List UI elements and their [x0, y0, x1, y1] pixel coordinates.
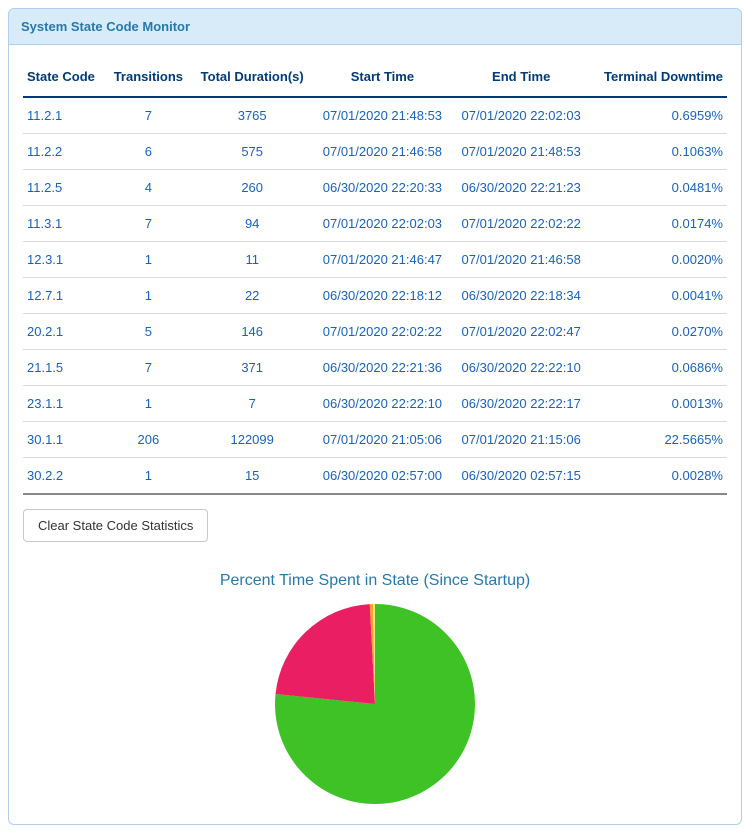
cell-transitions: 5: [105, 314, 191, 350]
cell-state_code: 12.7.1: [23, 278, 105, 314]
table-body: 11.2.17376507/01/2020 21:48:5307/01/2020…: [23, 97, 727, 494]
cell-state_code: 21.1.5: [23, 350, 105, 386]
cell-total_duration: 371: [191, 350, 313, 386]
table-row: 21.1.5737106/30/2020 22:21:3606/30/2020 …: [23, 350, 727, 386]
table-row: 11.2.17376507/01/2020 21:48:5307/01/2020…: [23, 97, 727, 134]
cell-transitions: 4: [105, 170, 191, 206]
cell-start_time: 07/01/2020 21:46:47: [313, 242, 452, 278]
cell-start_time: 07/01/2020 21:05:06: [313, 422, 452, 458]
cell-end_time: 07/01/2020 21:15:06: [452, 422, 591, 458]
cell-state_code: 30.2.2: [23, 458, 105, 495]
column-header-state_code[interactable]: State Code: [23, 59, 105, 97]
cell-transitions: 1: [105, 242, 191, 278]
pie-chart: [275, 604, 475, 804]
cell-total_duration: 122099: [191, 422, 313, 458]
cell-start_time: 06/30/2020 02:57:00: [313, 458, 452, 495]
panel-body: State CodeTransitionsTotal Duration(s)St…: [9, 45, 741, 824]
cell-transitions: 6: [105, 134, 191, 170]
cell-total_duration: 15: [191, 458, 313, 495]
cell-terminal_downtime: 0.0028%: [591, 458, 727, 495]
cell-terminal_downtime: 0.0481%: [591, 170, 727, 206]
cell-end_time: 06/30/2020 22:22:17: [452, 386, 591, 422]
cell-start_time: 06/30/2020 22:22:10: [313, 386, 452, 422]
cell-end_time: 06/30/2020 22:18:34: [452, 278, 591, 314]
table-row: 20.2.1514607/01/2020 22:02:2207/01/2020 …: [23, 314, 727, 350]
cell-end_time: 07/01/2020 22:02:03: [452, 97, 591, 134]
cell-transitions: 7: [105, 350, 191, 386]
table-header: State CodeTransitionsTotal Duration(s)St…: [23, 59, 727, 97]
cell-terminal_downtime: 0.0686%: [591, 350, 727, 386]
state-code-monitor-panel: System State Code Monitor State CodeTran…: [8, 8, 742, 825]
cell-start_time: 06/30/2020 22:20:33: [313, 170, 452, 206]
cell-total_duration: 11: [191, 242, 313, 278]
table-row: 12.3.111107/01/2020 21:46:4707/01/2020 2…: [23, 242, 727, 278]
cell-total_duration: 22: [191, 278, 313, 314]
cell-transitions: 1: [105, 458, 191, 495]
cell-end_time: 07/01/2020 22:02:22: [452, 206, 591, 242]
column-header-end_time[interactable]: End Time: [452, 59, 591, 97]
cell-state_code: 23.1.1: [23, 386, 105, 422]
table-row: 11.3.179407/01/2020 22:02:0307/01/2020 2…: [23, 206, 727, 242]
cell-state_code: 30.1.1: [23, 422, 105, 458]
cell-end_time: 07/01/2020 21:48:53: [452, 134, 591, 170]
cell-end_time: 06/30/2020 22:21:23: [452, 170, 591, 206]
cell-total_duration: 575: [191, 134, 313, 170]
pie-slice-30.1.1: [276, 604, 375, 704]
cell-transitions: 1: [105, 278, 191, 314]
cell-terminal_downtime: 0.6959%: [591, 97, 727, 134]
table-row: 30.2.211506/30/2020 02:57:0006/30/2020 0…: [23, 458, 727, 495]
state-code-table: State CodeTransitionsTotal Duration(s)St…: [23, 59, 727, 495]
cell-total_duration: 146: [191, 314, 313, 350]
table-row: 11.2.5426006/30/2020 22:20:3306/30/2020 …: [23, 170, 727, 206]
cell-terminal_downtime: 0.0174%: [591, 206, 727, 242]
cell-terminal_downtime: 0.0013%: [591, 386, 727, 422]
cell-terminal_downtime: 22.5665%: [591, 422, 727, 458]
cell-state_code: 11.2.5: [23, 170, 105, 206]
cell-end_time: 07/01/2020 22:02:47: [452, 314, 591, 350]
cell-start_time: 06/30/2020 22:21:36: [313, 350, 452, 386]
cell-terminal_downtime: 0.0270%: [591, 314, 727, 350]
cell-start_time: 07/01/2020 21:48:53: [313, 97, 452, 134]
cell-state_code: 12.3.1: [23, 242, 105, 278]
column-header-total_duration[interactable]: Total Duration(s): [191, 59, 313, 97]
cell-end_time: 06/30/2020 02:57:15: [452, 458, 591, 495]
cell-terminal_downtime: 0.0020%: [591, 242, 727, 278]
cell-start_time: 07/01/2020 21:46:58: [313, 134, 452, 170]
clear-statistics-button[interactable]: Clear State Code Statistics: [23, 509, 208, 542]
cell-state_code: 11.3.1: [23, 206, 105, 242]
cell-total_duration: 260: [191, 170, 313, 206]
cell-transitions: 7: [105, 97, 191, 134]
cell-end_time: 07/01/2020 21:46:58: [452, 242, 591, 278]
cell-transitions: 206: [105, 422, 191, 458]
cell-end_time: 06/30/2020 22:22:10: [452, 350, 591, 386]
cell-state_code: 11.2.1: [23, 97, 105, 134]
table-row: 12.7.112206/30/2020 22:18:1206/30/2020 2…: [23, 278, 727, 314]
cell-terminal_downtime: 0.0041%: [591, 278, 727, 314]
cell-total_duration: 3765: [191, 97, 313, 134]
cell-state_code: 11.2.2: [23, 134, 105, 170]
cell-start_time: 07/01/2020 22:02:22: [313, 314, 452, 350]
cell-transitions: 1: [105, 386, 191, 422]
table-row: 23.1.11706/30/2020 22:22:1006/30/2020 22…: [23, 386, 727, 422]
chart-title: Percent Time Spent in State (Since Start…: [23, 542, 727, 604]
cell-state_code: 20.2.1: [23, 314, 105, 350]
column-header-transitions[interactable]: Transitions: [105, 59, 191, 97]
column-header-start_time[interactable]: Start Time: [313, 59, 452, 97]
cell-total_duration: 94: [191, 206, 313, 242]
table-row: 11.2.2657507/01/2020 21:46:5807/01/2020 …: [23, 134, 727, 170]
cell-start_time: 07/01/2020 22:02:03: [313, 206, 452, 242]
cell-transitions: 7: [105, 206, 191, 242]
column-header-terminal_downtime[interactable]: Terminal Downtime: [591, 59, 727, 97]
panel-title: System State Code Monitor: [9, 9, 741, 45]
cell-terminal_downtime: 0.1063%: [591, 134, 727, 170]
cell-total_duration: 7: [191, 386, 313, 422]
table-row: 30.1.120612209907/01/2020 21:05:0607/01/…: [23, 422, 727, 458]
pie-chart-container: [23, 604, 727, 804]
cell-start_time: 06/30/2020 22:18:12: [313, 278, 452, 314]
